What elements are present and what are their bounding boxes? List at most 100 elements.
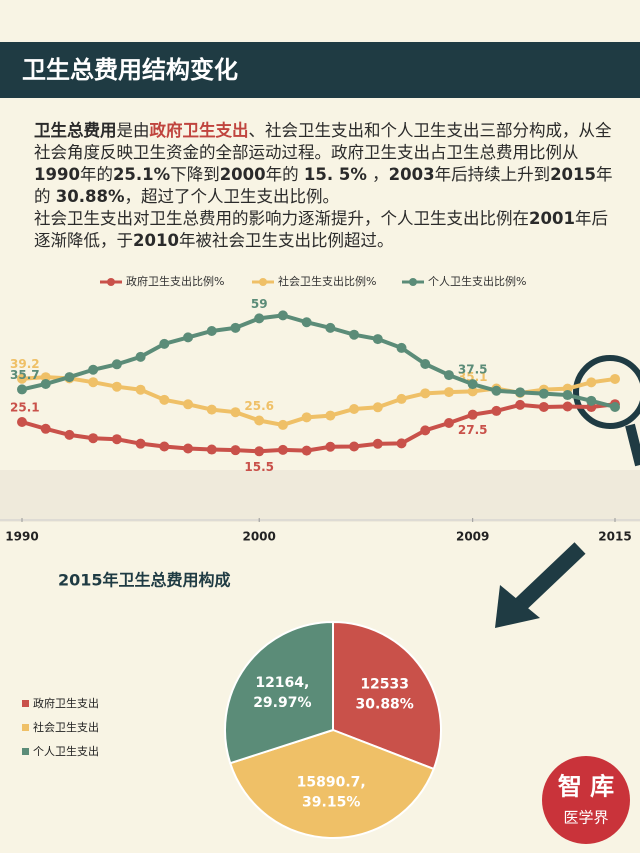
point (277, 310, 288, 321)
point (230, 322, 241, 333)
pie-title: 2015年卫生总费用构成 (58, 571, 231, 590)
point (183, 399, 194, 410)
point (396, 342, 407, 353)
point (443, 387, 454, 398)
point (562, 401, 573, 412)
legend-dot (107, 278, 115, 286)
paragraph: 社会卫生支出对卫生总费用的影响力逐渐提升，个人卫生支出比例在2001年后逐渐降低… (34, 208, 624, 252)
legend-swatch (22, 700, 29, 707)
point (159, 338, 170, 349)
point (610, 402, 620, 413)
x-tick-label: 2009 (456, 530, 489, 544)
legend-label: 政府卫生支出比例% (126, 274, 224, 288)
text: ， (366, 165, 389, 184)
point (372, 402, 383, 413)
magnifier-handle (625, 423, 640, 467)
point (230, 445, 241, 456)
point (40, 379, 51, 389)
text: 年后持续上升到 (434, 165, 551, 184)
text: 卫生总费用 (34, 121, 117, 140)
point (230, 407, 241, 418)
point (206, 404, 217, 415)
slice-percent: 29.97% (253, 695, 311, 711)
logo-badge (542, 756, 630, 844)
point (467, 386, 478, 397)
point (88, 364, 99, 375)
point (467, 409, 478, 420)
legend-swatch (22, 724, 29, 731)
point (538, 388, 549, 399)
point (135, 438, 146, 449)
text: 是由 (116, 121, 150, 140)
point (562, 390, 573, 401)
point (491, 385, 502, 396)
point (372, 438, 383, 449)
point (135, 351, 146, 362)
data-label: 25.1 (10, 400, 40, 414)
point (206, 444, 217, 455)
text: 年的 (34, 165, 613, 206)
legend-label: 个人卫生支出 (33, 744, 99, 758)
data-label: 25.6 (244, 399, 274, 413)
point (277, 444, 288, 455)
axis-band (0, 470, 640, 522)
point (17, 384, 27, 395)
text: 2000 (219, 165, 266, 184)
logo-text: 智 库 (558, 772, 614, 801)
point (396, 438, 407, 449)
point (254, 415, 265, 426)
text: 社会卫生支出对卫生总费用的影响力逐渐提升，个人卫生支出比例在 (34, 209, 529, 228)
legend-dot (259, 278, 267, 286)
logo-text: 医学界 (563, 809, 608, 827)
arrow-head (495, 585, 540, 628)
point (372, 334, 383, 345)
series-line (21, 313, 616, 409)
text: 、社会卫生支出和个人卫生支出三部分构成，从全社会角度反映卫生资金的全部运动过程。… (34, 121, 612, 162)
data-label: 59 (251, 297, 268, 311)
point (277, 419, 288, 430)
point (349, 441, 360, 452)
point (88, 377, 99, 388)
point (420, 425, 431, 436)
point (159, 441, 170, 452)
point (88, 433, 99, 444)
header-title: 卫生总费用结构变化 (22, 56, 238, 84)
intro-text: 卫生总费用是由政府卫生支出、社会卫生支出和个人卫生支出三部分构成，从全社会角度反… (34, 120, 624, 252)
text: 政府卫生支出 (149, 121, 249, 140)
point (183, 443, 194, 454)
point (349, 329, 360, 340)
text: ，超过了个人卫生支出比例。 (124, 187, 339, 206)
point (396, 393, 407, 404)
point (538, 401, 549, 412)
point (301, 445, 312, 456)
slice-value: 15890.7, (297, 775, 366, 791)
paragraph: 卫生总费用是由政府卫生支出、社会卫生支出和个人卫生支出三部分构成，从全社会角度反… (34, 120, 624, 208)
legend-swatch (22, 748, 29, 755)
point (420, 388, 431, 399)
text: 2003 (388, 165, 435, 184)
point (40, 423, 51, 434)
slice-percent: 39.15% (302, 795, 360, 811)
point (515, 387, 526, 398)
arrow-shaft (514, 542, 586, 611)
x-tick-label: 2015 (598, 530, 631, 544)
text: 年的 (79, 165, 113, 184)
pie-slice (224, 620, 334, 765)
point (349, 403, 360, 414)
series-line (21, 375, 616, 427)
header-band (0, 42, 640, 98)
text: 年的 (265, 165, 304, 184)
legend-label: 社会卫生支出 (33, 720, 99, 734)
point (206, 326, 217, 337)
text: 15. 5% (303, 165, 367, 184)
magnifier (573, 355, 640, 429)
point (17, 416, 27, 427)
text: 1990 (34, 165, 80, 184)
text: 2010 (133, 231, 179, 250)
text: 2015 (550, 165, 596, 184)
point (183, 332, 194, 343)
point (443, 418, 454, 429)
text: 2001 (529, 209, 575, 228)
point (325, 410, 336, 421)
legend-label: 政府卫生支出 (33, 696, 99, 710)
